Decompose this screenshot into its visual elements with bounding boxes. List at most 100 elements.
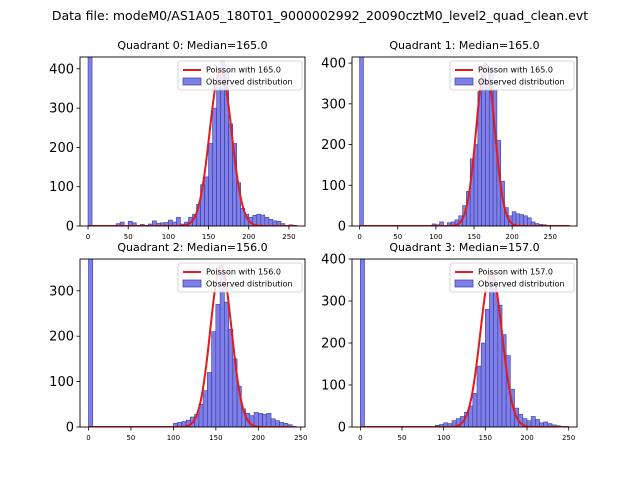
panel-2: 0 50 100 150 200 250 0 100 200 300 Quadrant 2: Med… — [49, 241, 307, 442]
x-tick-label: 50 — [393, 233, 402, 241]
poisson-curve — [360, 270, 569, 427]
axes-frame — [351, 56, 578, 227]
y-tick-label: 300 — [49, 102, 74, 117]
bar-bin-160 — [493, 288, 499, 427]
bar-bin-0 — [360, 259, 365, 427]
panel-title: Quadrant 1: Median=165.0 — [389, 39, 539, 52]
y-tick-label: 100 — [49, 180, 74, 195]
bar-bin-145 — [204, 176, 209, 226]
x-tick-label: 100 — [167, 434, 180, 442]
x-tick-label: 50 — [126, 434, 135, 442]
panel-0: 0 50 100 150 200 250 0 100 200 300 400 Quadrant 0: … — [49, 39, 306, 241]
legend-label-model: Poisson with 165.0 — [206, 66, 281, 75]
x-tick-label: 50 — [124, 233, 133, 241]
bar-bin-220 — [264, 217, 270, 226]
y-tick-label: 200 — [49, 141, 74, 156]
x-tick-label: 100 — [437, 434, 450, 442]
x-tick-label: 250 — [562, 434, 575, 442]
legend-box — [449, 60, 575, 91]
poisson-curve — [359, 61, 570, 226]
y-tick-label: 0 — [338, 220, 346, 235]
y-tick-label: 300 — [321, 97, 346, 112]
panel-1: 0 50 100 150 200 250 0 100 200 300 400 Quadrant 1: … — [321, 39, 578, 241]
x-tick-label: 50 — [398, 434, 407, 442]
y-tick-label: 0 — [66, 220, 74, 235]
panel-3: 0 50 100 150 200 250 0 100 200 300 400 Quadrant 3: … — [321, 241, 578, 442]
bar-bin-205 — [530, 416, 536, 427]
bar-bin-135 — [472, 393, 478, 427]
legend-box — [177, 262, 303, 293]
y-tick-label: 0 — [66, 421, 74, 436]
histogram-bars — [359, 57, 547, 226]
bar-bin-210 — [535, 419, 540, 427]
legend-label-model: Poisson with 157.0 — [478, 268, 553, 277]
legend-label-observed: Observed distribution — [478, 280, 565, 289]
bar-bin-215 — [523, 215, 528, 226]
panel-title: Quadrant 3: Median=157.0 — [389, 241, 539, 254]
bar-bin-150 — [208, 143, 213, 226]
bar-bin-155 — [212, 107, 217, 226]
x-tick-label: 250 — [294, 434, 307, 442]
x-tick-label: 250 — [282, 233, 295, 241]
legend-bar-swatch — [182, 77, 202, 86]
x-tick-label: 100 — [162, 233, 175, 241]
legend-label-observed: Observed distribution — [478, 78, 565, 87]
legend-label-observed: Observed distribution — [206, 280, 293, 289]
legend-label-model: Poisson with 165.0 — [478, 66, 553, 75]
x-tick-label: 200 — [252, 434, 265, 442]
bar-bin-55 — [131, 222, 137, 226]
y-tick-label: 200 — [321, 138, 346, 153]
bar-bin-0 — [359, 57, 364, 226]
x-tick-label: 0 — [86, 434, 90, 442]
y-tick-label: 400 — [49, 62, 74, 77]
y-tick-label: 300 — [321, 295, 346, 310]
legend-label-model: Poisson with 156.0 — [206, 268, 281, 277]
legend-bar-swatch — [454, 279, 474, 288]
histogram-bars — [87, 57, 294, 226]
legend-box — [449, 262, 575, 293]
bar-bin-220 — [527, 217, 532, 226]
bar-bin-150 — [485, 309, 490, 427]
y-tick-label: 100 — [49, 375, 74, 390]
bar-bin-140 — [207, 372, 212, 427]
axes-frame — [79, 258, 306, 428]
y-tick-label: 200 — [321, 337, 346, 352]
x-tick-label: 200 — [505, 233, 518, 241]
poisson-curve — [88, 67, 297, 226]
y-tick-label: 400 — [321, 57, 346, 72]
panel-title: Quadrant 0: Median=165.0 — [117, 39, 267, 52]
bar-bin-210 — [519, 214, 524, 226]
bar-bin-145 — [480, 342, 486, 427]
bar-bin-165 — [485, 79, 490, 226]
bar-bin-205 — [515, 213, 521, 226]
x-tick-label: 0 — [357, 233, 361, 241]
bar-bin-155 — [489, 275, 494, 427]
bar-bin-210 — [266, 413, 272, 427]
bar-bin-205 — [262, 413, 268, 427]
x-tick-label: 150 — [479, 434, 492, 442]
x-tick-label: 250 — [544, 233, 557, 241]
x-tick-label: 100 — [429, 233, 442, 241]
bar-bin-160 — [224, 301, 229, 427]
bar-bin-210 — [256, 213, 262, 226]
legend-box — [177, 60, 303, 91]
bar-bin-150 — [215, 304, 221, 427]
bar-bin-110 — [176, 217, 181, 226]
bar-bin-0 — [88, 259, 94, 427]
x-tick-label: 0 — [86, 233, 90, 241]
bar-bin-160 — [216, 74, 221, 226]
histogram-bars — [88, 259, 293, 427]
bar-bin-215 — [260, 214, 266, 226]
legend-bar-swatch — [454, 77, 474, 86]
bar-bin-140 — [476, 365, 482, 427]
figure-suptitle: Data file: modeM0/AS1A05_180T01_90000029… — [52, 8, 588, 23]
y-tick-label: 200 — [49, 330, 74, 345]
legend-label-observed: Observed distribution — [206, 78, 293, 87]
x-tick-label: 150 — [209, 434, 222, 442]
y-tick-label: 100 — [321, 379, 346, 394]
bar-bin-150 — [473, 144, 479, 226]
bar-bin-240 — [280, 223, 286, 226]
legend-bar-swatch — [182, 279, 202, 288]
x-tick-label: 0 — [358, 434, 362, 442]
